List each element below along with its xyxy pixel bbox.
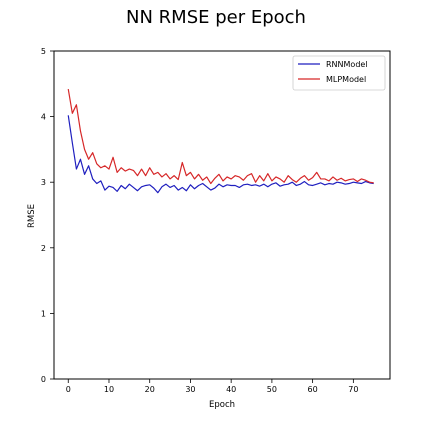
y-tick-label: 3 — [41, 178, 46, 187]
x-tick-label: 10 — [104, 385, 114, 394]
y-axis-label: RMSE — [27, 204, 37, 228]
y-tick-label: 2 — [41, 244, 46, 253]
y-tick-label: 0 — [41, 375, 46, 384]
y-tick-label: 5 — [41, 47, 46, 56]
y-axis-ticks: 0 1 2 3 4 5 — [41, 47, 54, 384]
x-tick-label: 20 — [145, 385, 155, 394]
x-tick-label: 30 — [185, 385, 195, 394]
plot-frame — [53, 50, 391, 380]
series-line-rnnmodel — [67, 115, 374, 194]
x-tick-label: 0 — [66, 385, 71, 394]
x-tick-label: 40 — [226, 385, 236, 394]
x-axis-label: Epoch — [209, 400, 235, 410]
y-tick-label: 4 — [41, 113, 46, 122]
legend: RNNModel MLPModel — [292, 55, 386, 91]
legend-label-mlpmodel: MLPModel — [326, 75, 366, 84]
x-tick-label: 70 — [348, 385, 358, 394]
x-tick-label: 50 — [267, 385, 277, 394]
chart-title: NN RMSE per Epoch — [126, 7, 306, 28]
x-tick-label: 60 — [308, 385, 318, 394]
series-layer — [67, 88, 374, 194]
y-tick-label: 1 — [41, 309, 46, 318]
series-line-mlpmodel — [67, 88, 374, 185]
legend-label-rnnmodel: RNNModel — [326, 60, 368, 69]
x-axis-ticks: 0 10 20 30 40 50 60 70 — [66, 379, 358, 394]
